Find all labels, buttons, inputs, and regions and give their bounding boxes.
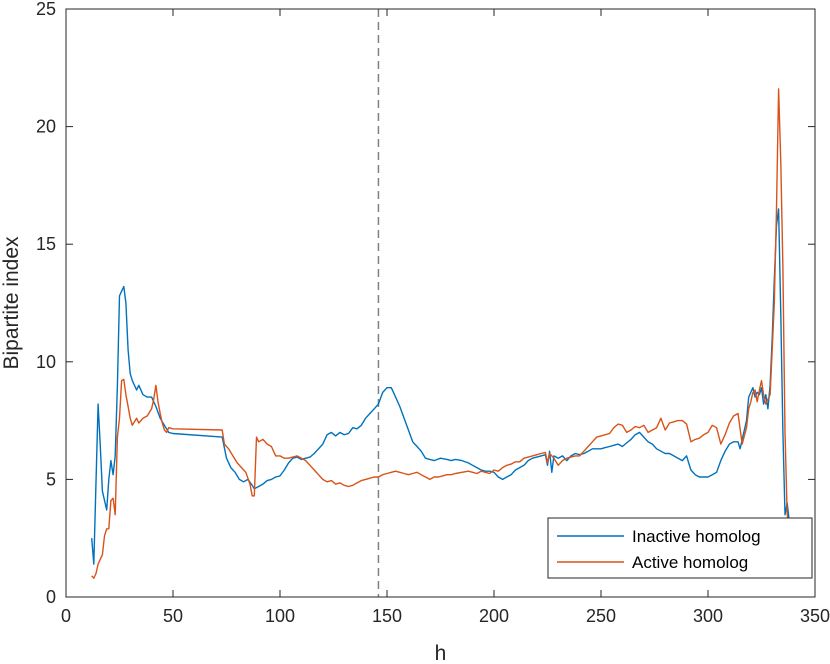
series-line-0: [91, 208, 790, 565]
y-tick-label: 20: [36, 117, 56, 137]
legend-label-inactive-homolog: Inactive homolog: [632, 527, 761, 546]
x-tick-label: 350: [800, 606, 830, 626]
series-line-1: [91, 88, 790, 579]
legend-label-active-homolog: Active homolog: [632, 553, 748, 572]
y-tick-label: 25: [36, 0, 56, 19]
x-tick-label: 0: [61, 606, 71, 626]
plot-frame: [65, 8, 816, 598]
x-tick-label: 50: [163, 606, 183, 626]
x-tick-label: 200: [479, 606, 509, 626]
y-tick-label: 15: [36, 234, 56, 254]
y-tick-label: 10: [36, 352, 56, 372]
x-axis-label: h: [435, 642, 447, 664]
x-tick-label: 300: [693, 606, 723, 626]
x-tick-label: 150: [372, 606, 402, 626]
y-tick-label: 0: [46, 587, 56, 607]
x-tick-label: 250: [586, 606, 616, 626]
y-axis-ticks: 0 5 10 15 20 25: [36, 0, 815, 607]
y-axis-label: Bipartite index: [0, 236, 23, 370]
x-axis-ticks: 0 50 100 150 200 250 300 350: [61, 9, 830, 626]
series-layer: [91, 88, 790, 579]
x-tick-label: 100: [265, 606, 295, 626]
y-tick-label: 5: [46, 469, 56, 489]
legend-box: [547, 517, 813, 579]
legend: Inactive homolog Active homolog: [547, 517, 813, 579]
